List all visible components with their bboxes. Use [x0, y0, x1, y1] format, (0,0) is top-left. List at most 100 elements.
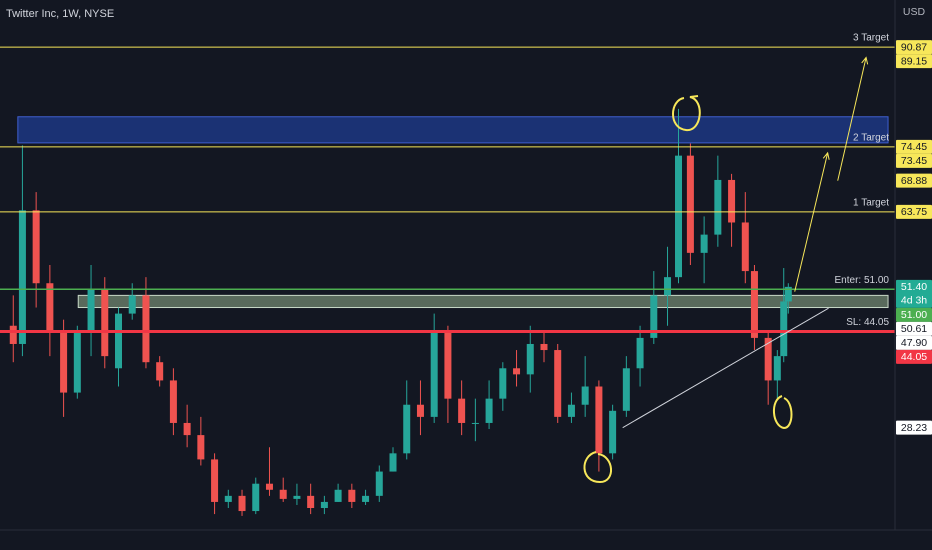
level-label: Enter: 51.00	[835, 275, 890, 286]
price-tag	[896, 420, 932, 435]
price-tag-label: 51.40	[901, 281, 927, 293]
candle-body	[784, 286, 792, 302]
chart-title: Twitter Inc, 1W, NYSE	[6, 8, 114, 20]
drawings: 3 Target 2 Target 1 Target Enter: 51.00 SL: …	[0, 33, 895, 429]
price-tag	[896, 335, 932, 350]
candle-body	[664, 277, 672, 296]
candle-body	[540, 343, 548, 351]
candle-body	[32, 210, 40, 284]
price-tag	[896, 321, 932, 336]
candle-body	[567, 404, 575, 417]
arrow-line	[794, 152, 829, 292]
price-tag-countdown: 4d 3h	[901, 295, 927, 307]
candle-body	[499, 368, 507, 399]
level-label: SL: 44.05	[846, 317, 889, 328]
candle-body	[595, 386, 603, 454]
candle-body	[238, 495, 246, 512]
arrow-line	[837, 57, 867, 181]
price-tag	[896, 349, 932, 364]
candle-body	[293, 495, 301, 499]
candle-body	[403, 404, 411, 454]
level-label: 3 Target	[853, 33, 889, 44]
price-tag-label: 73.45	[901, 155, 927, 167]
candle-body	[764, 337, 772, 381]
candle-body	[773, 356, 781, 381]
candle-body	[526, 343, 534, 375]
price-tag	[896, 54, 932, 69]
candle-body	[9, 325, 17, 344]
candle-body	[197, 435, 205, 460]
candle-body	[728, 179, 736, 223]
candle-body	[650, 295, 658, 338]
candle-body	[609, 410, 617, 454]
candle-body	[581, 386, 589, 405]
price-tag	[896, 307, 932, 322]
currency: USD	[903, 6, 926, 18]
circle-right	[773, 395, 793, 430]
candle-body	[416, 404, 424, 417]
circle-low	[583, 451, 612, 484]
candle-body	[60, 331, 68, 393]
candle-body	[114, 313, 122, 369]
candle-body	[375, 471, 383, 496]
candle-body	[675, 155, 683, 278]
candle-body	[279, 489, 287, 499]
price-tag-label: 51.00	[901, 309, 927, 321]
price-tag	[896, 279, 932, 308]
price-tag-label: 90.87	[901, 41, 927, 53]
candle-body	[142, 295, 150, 363]
price-tag-label: 50.61	[901, 323, 927, 335]
candle-body	[458, 398, 466, 423]
price-tag	[896, 204, 932, 219]
price-tag-label: 74.45	[901, 141, 927, 153]
price-tag-label: 44.05	[901, 351, 927, 363]
arrow-head	[861, 56, 869, 65]
candle-body	[156, 362, 164, 381]
level-label: 2 Target	[853, 132, 889, 143]
candle-body	[320, 501, 328, 509]
candle-body	[389, 453, 397, 472]
candle-body	[101, 289, 109, 357]
candle-body	[73, 331, 81, 393]
candle-body	[169, 380, 177, 423]
candle-body	[211, 459, 219, 502]
candle-body	[485, 398, 493, 423]
hand-circles	[583, 95, 793, 484]
trendline	[622, 307, 829, 429]
candle-body	[554, 350, 562, 417]
arrow-head	[822, 151, 830, 160]
candle-body	[348, 489, 356, 502]
candle-body	[741, 222, 749, 272]
price-tag-label: 28.23	[901, 422, 927, 434]
price-tag-label: 89.15	[901, 55, 927, 67]
price-tag	[896, 153, 932, 168]
zone	[17, 116, 889, 144]
candle-body	[334, 489, 342, 502]
candle-body	[307, 495, 315, 509]
candle-body	[513, 368, 521, 375]
price-tag	[896, 173, 932, 188]
candle-body	[750, 271, 758, 338]
candle-body	[18, 210, 26, 344]
price-tag	[896, 40, 932, 55]
candle-body	[686, 155, 694, 253]
candle-body	[780, 301, 788, 357]
price-tag	[896, 139, 932, 154]
candle-body	[87, 289, 95, 332]
candle-body	[444, 331, 452, 399]
price-tags: 90.87 89.15 74.45 73.45 68.88 63.75 51.40 4d 3h…	[896, 40, 932, 435]
candle-body	[471, 422, 479, 424]
candle-body	[183, 422, 191, 436]
zone	[77, 294, 889, 309]
circle-top	[672, 95, 701, 131]
candle-body	[46, 283, 54, 332]
candle-body	[714, 179, 722, 235]
candle-body	[128, 295, 136, 314]
price-tag-label: 47.90	[901, 337, 927, 349]
candles	[9, 108, 792, 516]
candle-body	[700, 234, 708, 253]
candle-body	[430, 331, 438, 417]
zones	[17, 116, 889, 309]
